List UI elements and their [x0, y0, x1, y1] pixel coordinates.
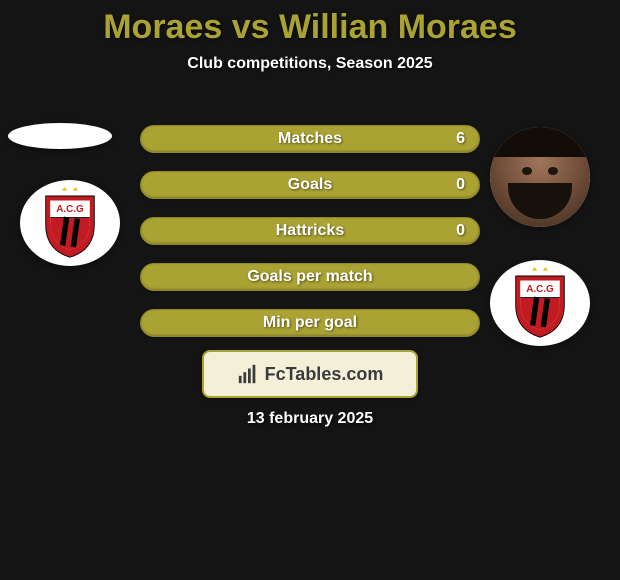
stat-bar: Hattricks 0	[140, 217, 480, 245]
player-right-club-badge: A.C.G	[490, 260, 590, 346]
player-left-avatar	[8, 123, 112, 149]
stat-right-value: 6	[456, 130, 465, 148]
stat-label: Goals per match	[247, 268, 372, 286]
stat-bar: Goals per match	[140, 263, 480, 291]
svg-text:A.C.G: A.C.G	[526, 284, 554, 295]
stat-label: Hattricks	[276, 222, 344, 240]
comparison-date: 13 february 2025	[0, 410, 620, 428]
stat-right-value: 0	[456, 176, 465, 194]
player-right-avatar	[490, 127, 590, 227]
bars-chart-icon	[237, 363, 259, 385]
stat-label: Matches	[278, 130, 342, 148]
player-left-club-badge: A.C.G	[20, 180, 120, 266]
branding-text: FcTables.com	[265, 364, 384, 385]
stat-bar: Min per goal	[140, 309, 480, 337]
stat-label: Min per goal	[263, 314, 357, 332]
stat-label: Goals	[288, 176, 332, 194]
comparison-title: Moraes vs Willian Moraes	[0, 0, 620, 47]
stat-bar: Matches 6	[140, 125, 480, 153]
branding-box: FcTables.com	[202, 350, 418, 398]
svg-text:A.C.G: A.C.G	[56, 204, 84, 215]
stat-right-value: 0	[456, 222, 465, 240]
stat-bars: Matches 6 Goals 0 Hattricks 0 Goals per match M…	[140, 125, 480, 355]
stat-bar: Goals 0	[140, 171, 480, 199]
comparison-subtitle: Club competitions, Season 2025	[0, 55, 620, 73]
